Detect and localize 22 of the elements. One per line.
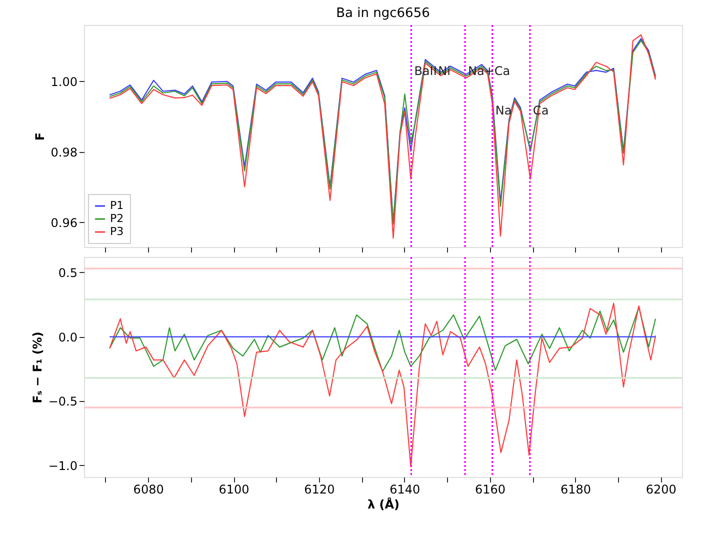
legend-label: P3 (110, 225, 124, 238)
x-tick-label: 6180 (560, 482, 591, 496)
y-tick-label: 1.00 (50, 74, 78, 89)
x-tick-label: 6120 (304, 482, 335, 496)
chart-title: Ba in ngc6656 (336, 6, 430, 22)
y-tick-label: 0.5 (58, 266, 78, 280)
x-tick-label: 6140 (390, 482, 420, 496)
y-axis-title: Fₛ − F₁ (%) (30, 332, 44, 404)
y-tick-label: 0.96 (50, 216, 78, 230)
x-tick-label: 6200 (646, 482, 676, 496)
annotation: Na (495, 104, 512, 118)
legend-label: P1 (110, 199, 124, 212)
y-tick-label: −1.0 (48, 458, 78, 473)
x-tick-label: 6080 (133, 482, 164, 496)
y-tick-label: −0.5 (48, 394, 78, 409)
x-tick-label: 6160 (475, 482, 506, 496)
y-axis-title: F (32, 132, 47, 141)
y-tick-label: 0.98 (50, 145, 78, 160)
x-tick-label: 6100 (218, 482, 250, 496)
x-axis-title: λ (Å) (367, 496, 400, 512)
legend-label: P2 (110, 212, 124, 225)
y-tick-label: 0.0 (58, 330, 78, 344)
